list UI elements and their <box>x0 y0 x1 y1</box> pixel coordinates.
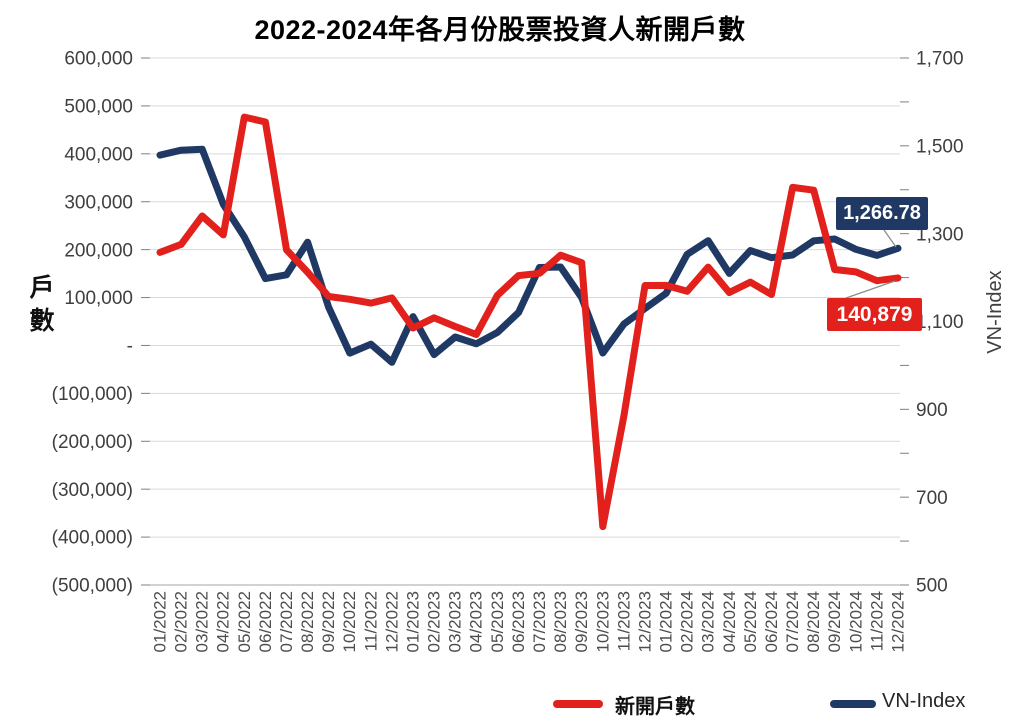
left-axis-title: 戶數 <box>29 274 55 335</box>
y-axis-tick-label: (100,000) <box>52 384 133 405</box>
x-axis-tick-label: 05/2022 <box>235 591 254 652</box>
x-axis-tick-label: 10/2022 <box>340 591 359 652</box>
x-axis-tick-label: 06/2023 <box>509 591 528 652</box>
right-axis-tick-label: 1,500 <box>916 136 964 157</box>
x-axis-tick-label: 12/2022 <box>382 591 401 652</box>
x-axis-tick-label: 06/2022 <box>256 591 275 652</box>
data-label-vn-index: 1,266.78 <box>836 197 928 230</box>
x-axis-tick-label: 03/2023 <box>446 591 465 652</box>
x-axis-tick-label: 09/2023 <box>572 591 591 652</box>
x-axis-tick-label: 07/2022 <box>277 591 296 652</box>
x-axis-tick-label: 08/2023 <box>551 591 570 652</box>
x-axis-tick-label: 11/2024 <box>867 591 886 651</box>
legend-marker-vn-index <box>830 700 876 708</box>
right-axis-tick-label: 1,700 <box>916 49 964 70</box>
chart-title: 2022-2024年各月份股票投資人新開戶數 <box>254 15 746 45</box>
right-axis-tick-label: 1,100 <box>916 312 964 333</box>
x-axis-labels: 01/2022 02/2022 03/2022 04/2022 05/2022 06/20… <box>150 591 907 652</box>
data-label-new-accounts: 140,879 <box>827 298 922 331</box>
y-axis-tick-label: (300,000) <box>52 480 133 501</box>
x-axis-tick-label: 10/2023 <box>593 591 612 652</box>
x-axis-tick-label: 09/2024 <box>825 591 844 652</box>
x-axis-tick-label: 08/2024 <box>804 591 823 652</box>
x-axis-tick-label: 02/2022 <box>172 591 191 652</box>
y-axis-tick-label: 200,000 <box>64 240 133 261</box>
x-axis-tick-label: 03/2024 <box>699 591 718 652</box>
y-axis-tick-label: 300,000 <box>64 192 133 213</box>
x-axis-tick-label: 08/2022 <box>298 591 317 652</box>
x-axis-tick-label: 05/2023 <box>488 591 507 652</box>
x-axis-tick-label: 01/2022 <box>150 591 169 652</box>
y-axis-tick-label: 400,000 <box>64 144 133 165</box>
x-axis-tick-label: 12/2024 <box>888 591 907 652</box>
right-axis-title: VN-Index <box>984 270 1006 354</box>
x-axis-tick-label: 01/2024 <box>656 591 675 652</box>
legend-marker-new-accounts <box>553 700 603 708</box>
y-axis-tick-label: - <box>127 336 133 357</box>
right-axis-tick-label: 900 <box>916 400 948 421</box>
legend-label-vn-index: VN-Index <box>882 690 966 712</box>
x-axis-tick-label: 12/2023 <box>635 591 654 652</box>
x-axis-tick-label: 07/2024 <box>783 591 802 652</box>
x-axis-tick-label: 06/2024 <box>762 591 781 652</box>
series-line-new-accounts <box>156 113 902 531</box>
right-axis-tick-label: 700 <box>916 488 948 509</box>
y-axis-tick-label: 100,000 <box>64 288 133 309</box>
x-axis-tick-label: 04/2024 <box>720 591 739 652</box>
x-axis-tick-label: 02/2023 <box>425 591 444 652</box>
axis-ticks <box>141 57 909 586</box>
y-axis-tick-label: 600,000 <box>64 49 133 70</box>
x-axis-tick-label: 01/2023 <box>403 591 422 652</box>
leader-line-new-accounts <box>845 280 896 299</box>
leader-line-vn-index <box>883 229 897 248</box>
x-axis-tick-label: 11/2023 <box>614 591 633 651</box>
series-line-vn-index <box>156 145 902 366</box>
y-axis-tick-label: (200,000) <box>52 432 133 453</box>
x-axis-tick-label: 02/2024 <box>678 591 697 652</box>
legend-label-new-accounts: 新開戶數 <box>615 696 695 718</box>
x-axis-tick-label: 11/2022 <box>361 591 380 651</box>
y-axis-tick-label: 500,000 <box>64 97 133 118</box>
right-axis-tick-label: 1,300 <box>916 224 964 245</box>
x-axis-tick-label: 03/2022 <box>193 591 212 652</box>
x-axis-tick-label: 04/2023 <box>467 591 486 652</box>
x-axis-tick-label: 05/2024 <box>741 591 760 652</box>
x-axis-tick-label: 10/2024 <box>846 591 865 652</box>
y-axis-tick-label: (500,000) <box>52 576 133 597</box>
x-axis-tick-label: 07/2023 <box>530 591 549 652</box>
y-axis-tick-label: (400,000) <box>52 528 133 549</box>
gridlines <box>150 57 900 586</box>
axis-labels: 600,000 500,000 400,000 300,000 200,000 100,0… <box>52 49 964 597</box>
right-axis-tick-label: 500 <box>916 576 948 597</box>
x-axis-tick-label: 09/2022 <box>319 591 338 652</box>
x-axis-tick-label: 04/2022 <box>214 591 233 652</box>
